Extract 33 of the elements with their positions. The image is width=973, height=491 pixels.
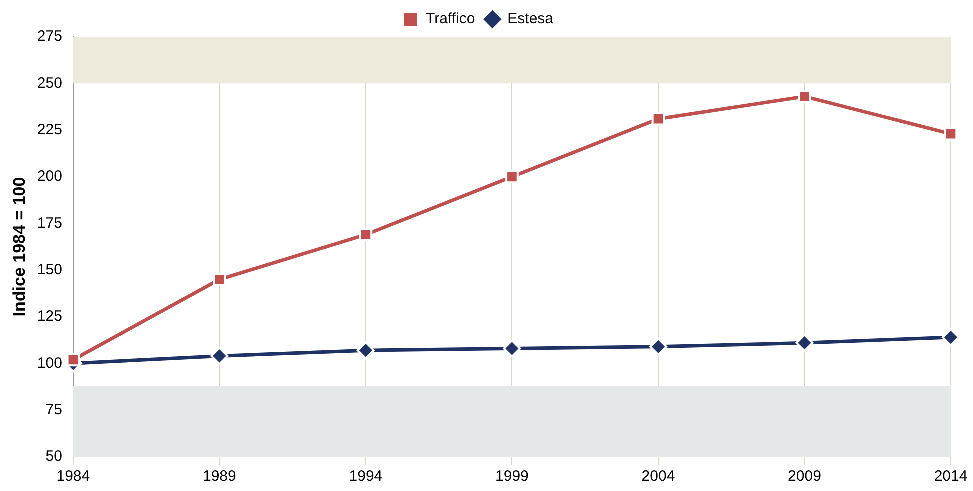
point: [796, 334, 814, 352]
y-axis-title: Indice 1984 = 100: [10, 177, 29, 317]
point: [944, 127, 958, 141]
y-tick-label: 50: [46, 448, 62, 466]
y-tick-label: 100: [37, 354, 62, 372]
y-tick-label: 250: [37, 74, 62, 92]
x-tick-label: 1999: [496, 468, 529, 486]
point: [798, 90, 812, 104]
point: [652, 112, 666, 126]
point: [503, 340, 522, 358]
point: [66, 353, 80, 367]
legend-label: Traffico: [426, 10, 476, 28]
x-tick-label: 2004: [642, 468, 676, 486]
y-tick-label: 125: [37, 308, 62, 326]
x-tick-label: 2009: [788, 468, 822, 486]
point: [506, 170, 519, 184]
y-tick-label: 225: [37, 121, 62, 138]
y-tick-label: 75: [46, 401, 62, 418]
x-tick-label: 1994: [349, 468, 383, 486]
point: [359, 228, 373, 242]
legend-label: Estesa: [508, 10, 554, 28]
point: [649, 338, 668, 356]
point: [213, 273, 226, 286]
point: [356, 342, 375, 360]
point: [942, 328, 960, 347]
point: [210, 347, 229, 366]
x-tick-label: 2014: [934, 468, 968, 486]
x-tick-label: 1989: [203, 468, 236, 486]
x-tick-label: 1984: [56, 468, 90, 486]
y-tick-label: 150: [37, 261, 62, 278]
y-tick-label: 175: [37, 214, 62, 232]
y-tick-label: 200: [37, 168, 62, 186]
y-tick-label: 275: [37, 28, 62, 46]
